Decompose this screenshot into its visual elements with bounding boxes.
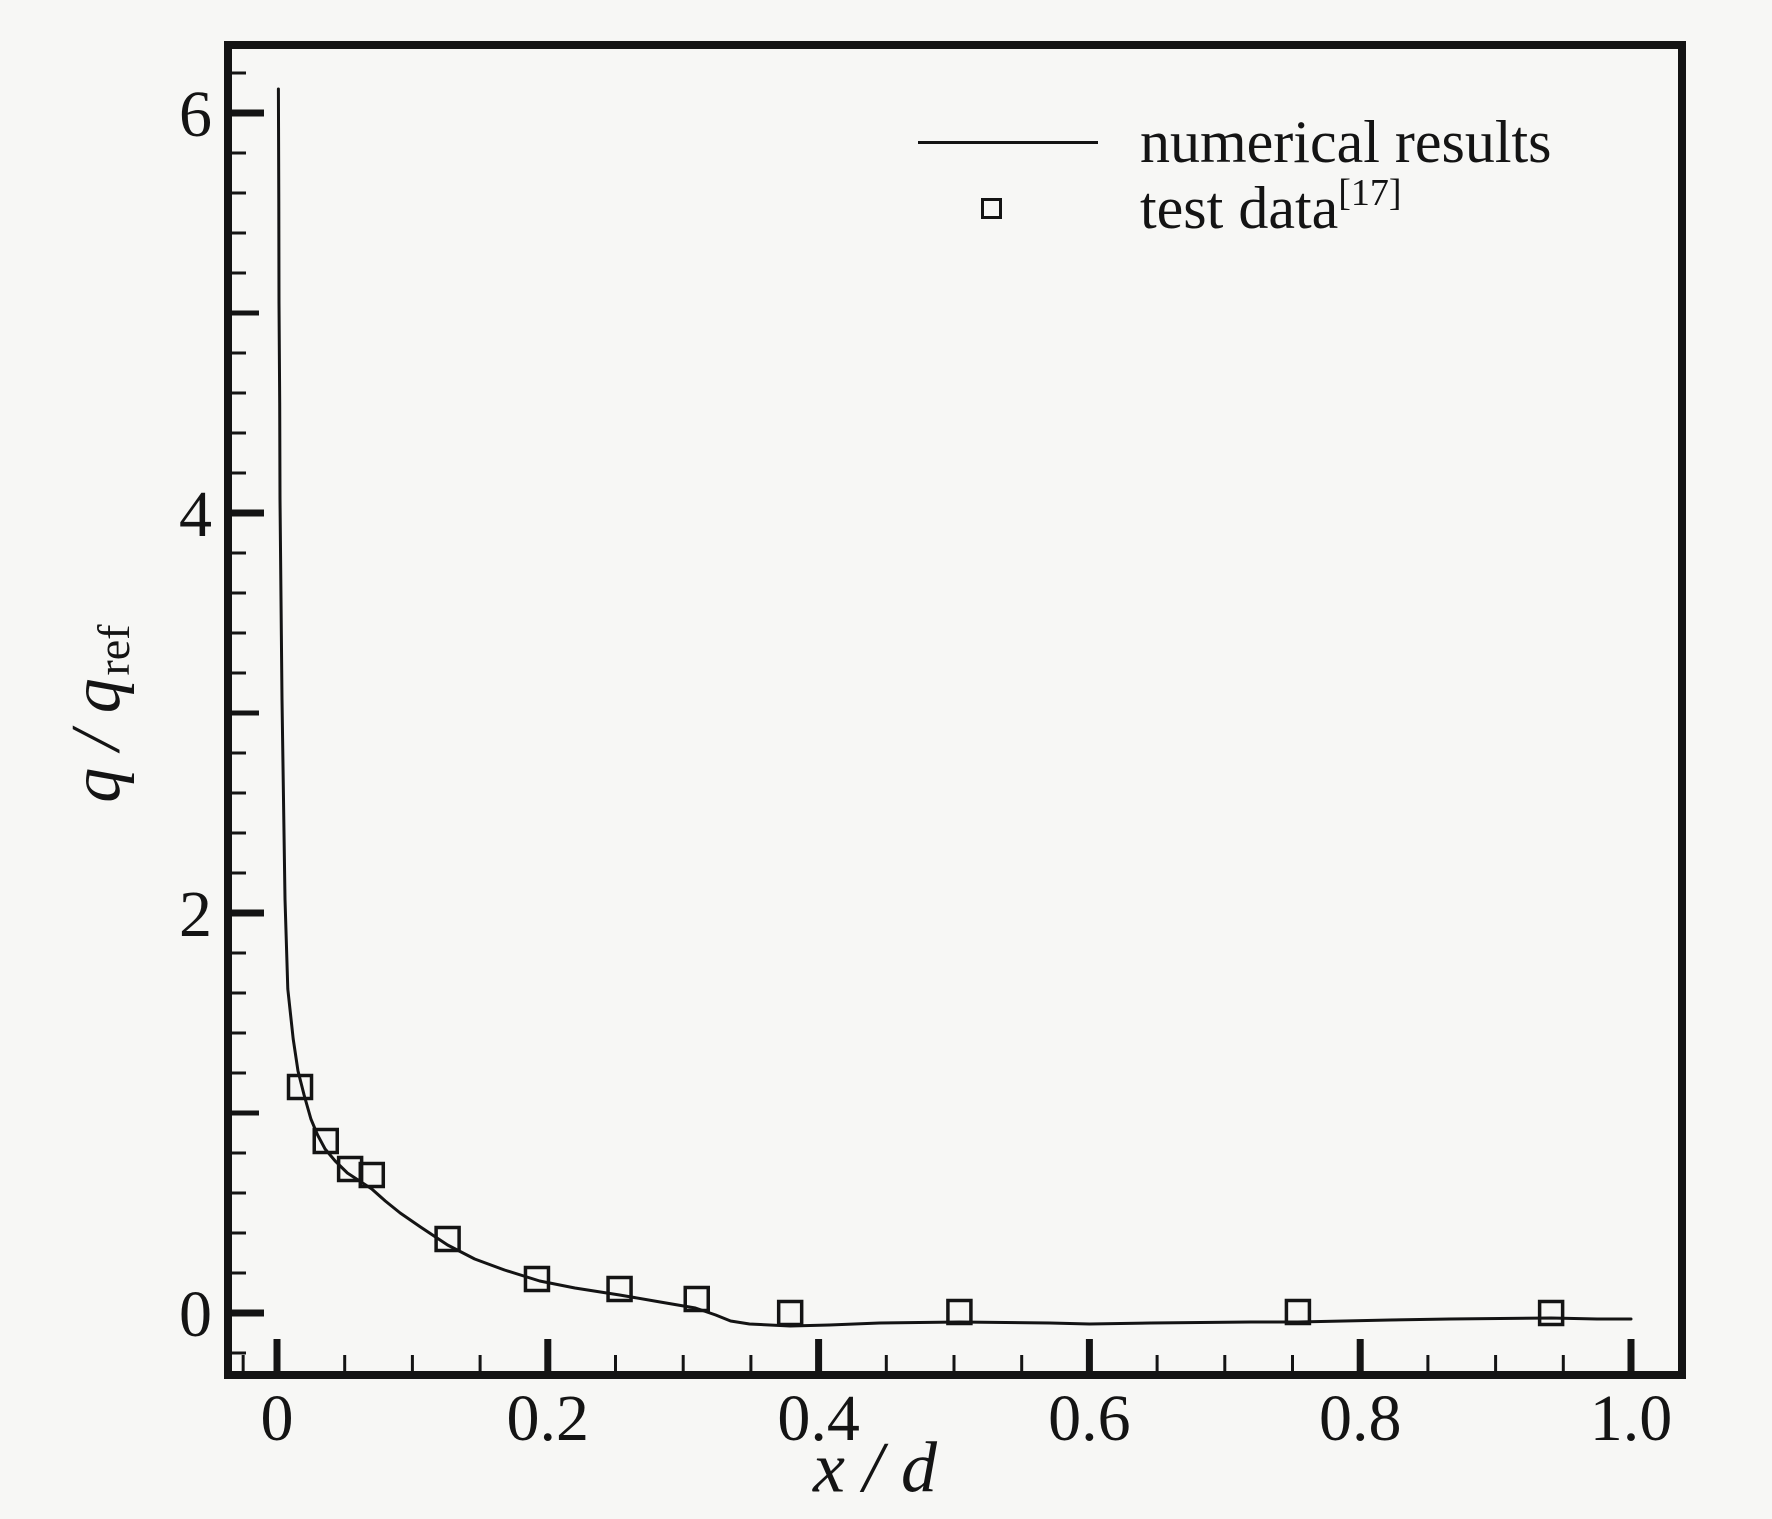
test-data-marker bbox=[434, 1225, 461, 1253]
x-axis-var: x bbox=[813, 1427, 845, 1508]
legend: numerical results test data[17] bbox=[905, 109, 1552, 241]
open-square-marker-icon bbox=[981, 197, 1002, 219]
legend-sample-area bbox=[905, 197, 1140, 219]
test-data-marker bbox=[1537, 1299, 1565, 1327]
plot-frame bbox=[224, 41, 1686, 1379]
y-axis-sep: / bbox=[58, 713, 135, 768]
legend-label-citation: [17] bbox=[1338, 172, 1402, 215]
numerical-results-line bbox=[276, 87, 1633, 1328]
y-axis-var2: q bbox=[58, 678, 135, 714]
test-data-marker bbox=[358, 1161, 386, 1189]
legend-item-numerical-results: numerical results bbox=[905, 109, 1552, 175]
y-tick-label: 0 bbox=[179, 1278, 212, 1351]
x-tick-label: 0.4 bbox=[777, 1382, 860, 1455]
test-data-marker bbox=[523, 1265, 551, 1293]
line-sample-icon bbox=[918, 140, 1098, 144]
y-axis-var: q bbox=[58, 767, 135, 803]
test-data-marker bbox=[946, 1298, 973, 1326]
y-axis-title: q / qref bbox=[57, 624, 140, 803]
legend-item-test-data: test data[17] bbox=[905, 174, 1552, 241]
test-data-marker bbox=[312, 1127, 339, 1155]
legend-label-numerical-results: numerical results bbox=[1140, 109, 1552, 175]
y-tick-label: 6 bbox=[179, 78, 212, 151]
test-data-marker bbox=[683, 1285, 710, 1313]
legend-label-test-data-text: test data bbox=[1140, 175, 1339, 241]
x-axis-sep: / bbox=[844, 1427, 901, 1508]
x-tick-label: 1.0 bbox=[1590, 1382, 1673, 1455]
x-tick-label: 0.6 bbox=[1048, 1382, 1131, 1455]
test-data-marker bbox=[606, 1275, 633, 1303]
y-axis-subscript: ref bbox=[88, 624, 140, 676]
legend-label-test-data: test data[17] bbox=[1140, 174, 1402, 241]
legend-sample-area bbox=[905, 140, 1140, 144]
x-axis-title: x / d bbox=[813, 1427, 937, 1510]
x-axis-var2: d bbox=[900, 1427, 937, 1508]
x-tick-label: 0.8 bbox=[1319, 1382, 1402, 1455]
test-data-marker bbox=[286, 1073, 314, 1101]
x-tick-label: 0.2 bbox=[507, 1382, 590, 1455]
test-data-marker bbox=[1284, 1298, 1312, 1326]
y-tick-label: 4 bbox=[179, 478, 212, 551]
y-tick-label: 2 bbox=[179, 878, 212, 951]
x-tick-label: 0 bbox=[261, 1382, 294, 1455]
test-data-marker bbox=[776, 1299, 804, 1327]
